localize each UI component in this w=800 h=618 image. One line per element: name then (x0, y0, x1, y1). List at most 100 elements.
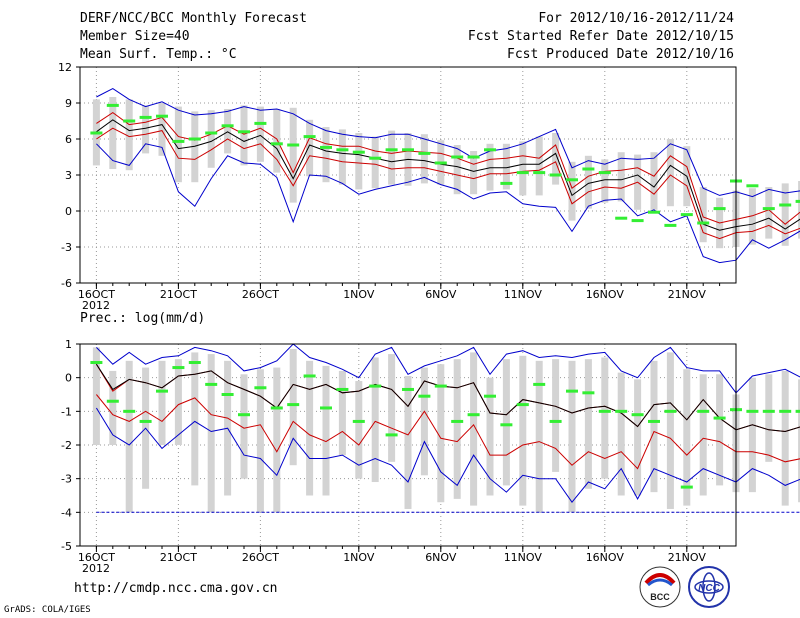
precipitation-observed-mark (238, 413, 250, 417)
temperature-spread-bar (470, 151, 478, 195)
precipitation-spread-bar (519, 355, 527, 506)
precipitation-observed-mark (484, 394, 496, 398)
precipitation-spread-bar (650, 360, 658, 493)
precipitation-observed-mark (615, 409, 628, 413)
temperature-observed-mark (270, 142, 283, 146)
temperature-spread-bar (388, 130, 396, 185)
precipitation-observed-mark (139, 419, 152, 423)
precipitation-lower-quartile-line (96, 394, 800, 470)
precipitation-observed-mark (648, 419, 660, 423)
precipitation-xtick-label: 1NOV (343, 551, 375, 564)
temperature-ytick-label: 6 (65, 133, 72, 146)
precipitation-spread-bar (781, 370, 789, 506)
temperature-observed-mark (156, 114, 168, 118)
temperature-spread-bar (109, 97, 117, 169)
precipitation-spread-bar (273, 367, 281, 513)
temperature-observed-mark (238, 130, 250, 134)
temperature-ytick-label: 3 (65, 169, 72, 182)
precipitation-observed-mark (402, 387, 414, 391)
temperature-spread-bar (502, 143, 510, 190)
temperature-xtick-label: 11NOV (504, 288, 543, 301)
precipitation-observed-mark (500, 423, 513, 427)
precipitation-spread-bar (568, 360, 576, 513)
temperature-xtick-label: 21NOV (668, 288, 707, 301)
precipitation-observed-mark (697, 409, 710, 413)
temperature-spread-bar (142, 105, 150, 154)
precipitation-year-label: 2012 (82, 562, 110, 575)
temperature-spread-bar (617, 152, 625, 202)
precipitation-spread-bar (256, 369, 264, 513)
precipitation-ytick-label: -5 (61, 540, 72, 553)
precipitation-observed-mark (369, 384, 382, 388)
temperature-spread-bar (568, 161, 576, 221)
precipitation-spread-bar (683, 369, 691, 506)
precipitation-spread-bar (355, 381, 363, 479)
temperature-spread-bar (650, 152, 658, 210)
temperature-observed-mark (336, 148, 349, 152)
temperature-spread-bar (420, 134, 428, 184)
temperature-ytick-label: -6 (61, 277, 72, 290)
precipitation-observed-mark (582, 391, 595, 395)
temperature-ytick-label: 9 (65, 97, 72, 110)
precipitation-ytick-label: 0 (65, 372, 72, 385)
temperature-observed-mark (697, 221, 710, 225)
precipitation-spread-bar (699, 374, 707, 496)
precipitation-observed-mark (795, 409, 800, 413)
temperature-observed-mark (320, 145, 332, 149)
temperature-spread-bar (191, 111, 199, 183)
precipitation-observed-mark (205, 382, 218, 386)
source-url: http://cmdp.ncc.cma.gov.cn (74, 581, 278, 596)
temperature-observed-mark (205, 131, 218, 135)
precipitation-observed-mark (172, 366, 185, 370)
precipitation-observed-mark (631, 413, 644, 417)
precipitation-spread-bar (535, 360, 543, 513)
temperature-observed-mark (549, 173, 562, 177)
precipitation-xtick-label: 16OCT (78, 551, 115, 564)
precipitation-spread-bar (584, 359, 592, 489)
temperature-observed-mark (139, 115, 152, 119)
precipitation-ytick-label: -2 (61, 439, 72, 452)
precipitation-ytick-label: -4 (61, 506, 72, 519)
precipitation-spread-bar (109, 370, 117, 445)
temperature-spread-bar (174, 106, 182, 183)
precipitation-spread-bar (437, 364, 445, 503)
temperature-observed-mark (680, 213, 693, 217)
precipitation-observed-mark (533, 382, 546, 386)
temperature-observed-mark (254, 121, 267, 125)
precipitation-observed-mark (549, 419, 562, 423)
precipitation-spread-bar (502, 359, 510, 486)
precipitation-spread-bar (191, 352, 199, 486)
precipitation-spread-bar (404, 375, 412, 509)
precipitation-observed-mark (516, 403, 529, 407)
temperature-spread-bar (322, 127, 330, 183)
precipitation-spread-bar (174, 359, 182, 445)
temperature-spread-bar (125, 99, 133, 171)
precipitation-observed-mark (188, 361, 201, 365)
variable-label: Mean Surf. Temp.: °C (80, 47, 237, 62)
precipitation-observed-mark (254, 386, 267, 390)
temperature-observed-mark (500, 181, 513, 185)
precipitation-xtick-label: 6NOV (425, 551, 457, 564)
precipitation-observed-mark (467, 413, 480, 417)
precipitation-median-line (95, 363, 800, 433)
temperature-observed-mark (598, 171, 611, 175)
temperature-xtick-label: 26OCT (242, 288, 279, 301)
temperature-observed-mark (221, 124, 234, 128)
precipitation-observed-mark (385, 433, 398, 437)
temperature-spread-bar (699, 187, 707, 243)
temperature-spread-bar (519, 141, 527, 196)
temperature-spread-bar (207, 110, 215, 168)
precipitation-spread-bar (601, 357, 609, 479)
temperature-observed-mark (484, 148, 496, 152)
fcst-started-date: Fcst Started Refer Date 2012/10/15 (467, 29, 734, 44)
temperature-spread-bar (371, 136, 379, 189)
forecast-period: For 2012/10/16-2012/11/24 (538, 11, 734, 26)
temperature-spread-bar (306, 119, 314, 177)
temperature-spread-bar (666, 139, 674, 207)
temperature-observed-mark (172, 139, 185, 143)
temperature-observed-mark (615, 216, 628, 220)
precipitation-observed-mark (287, 403, 300, 407)
precipitation-observed-mark (270, 406, 283, 410)
temperature-xtick-label: 6NOV (425, 288, 457, 301)
